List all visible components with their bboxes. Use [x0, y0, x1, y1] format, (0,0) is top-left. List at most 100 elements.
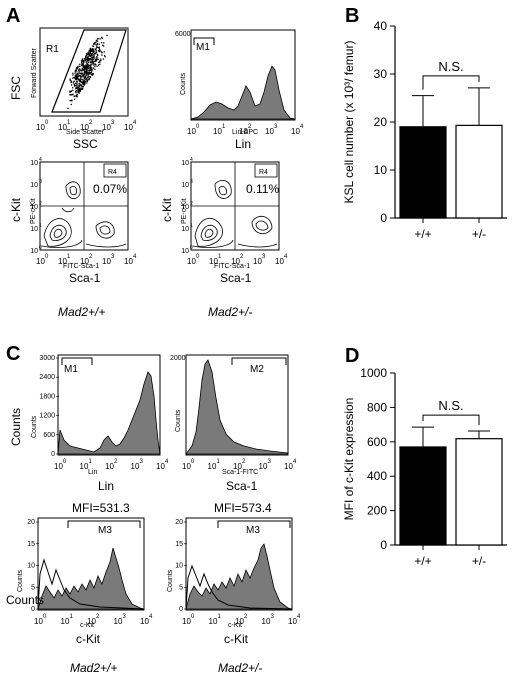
scatter-dot: [80, 81, 82, 83]
scatter-dot: [84, 69, 86, 71]
scatter-dot: [91, 71, 93, 73]
lin-c-yticks: 0 600 1200 1800 2400 3000: [39, 355, 59, 458]
log-ytick-label: 10: [30, 248, 38, 255]
ytick-label: 800: [367, 400, 387, 414]
scatter-dot: [88, 72, 90, 74]
scatter-dot: [67, 107, 69, 110]
log-tick-label: 10: [231, 257, 240, 266]
scatter-dot: [86, 68, 88, 70]
log-ytick-exponent: 2: [190, 201, 193, 207]
log-tick-label: 10: [124, 257, 133, 266]
gate-r4-het: [254, 163, 278, 178]
log-tick-label: 10: [105, 462, 114, 471]
scatter-dot: [75, 76, 77, 78]
scatter-dot: [98, 43, 100, 45]
scatter-dot: [82, 64, 84, 66]
sca-c-xlabel-small: Sca-1-FITC: [222, 469, 258, 476]
genotype-wt-c: Mad2+/+: [70, 661, 117, 675]
log-tick-exponent: 2: [114, 459, 118, 465]
log-tick-label: 10: [284, 462, 293, 471]
log-tick-label: 10: [235, 617, 244, 626]
scatter-dot: [87, 74, 89, 76]
scatter-dot: [85, 56, 87, 58]
log-tick-exponent: 0: [191, 459, 195, 465]
scatter-dot: [87, 65, 90, 67]
scatter-dot: [88, 73, 90, 75]
contour-het-xlabel: Sca-1: [220, 271, 252, 285]
scatter-dot: [93, 48, 95, 50]
scatter-dot: [81, 86, 83, 88]
significance-bracket: [422, 414, 480, 425]
scatter-dot: [81, 72, 84, 74]
scatter-dot: [79, 72, 81, 74]
scatter-dot: [69, 79, 71, 81]
scatter-dot: [89, 76, 92, 79]
scatter-dot: [76, 93, 78, 96]
scatter-dot: [73, 83, 75, 85]
scatter-dot: [76, 96, 78, 98]
scatter-dot: [86, 63, 88, 66]
scatter-dot: [72, 89, 74, 91]
scatter-dot: [86, 62, 88, 64]
scatter-dot: [91, 74, 93, 76]
log-tick-label: 10: [288, 617, 297, 626]
category-label: +/-: [472, 554, 486, 568]
lin-hist-xlabel: Lin: [235, 137, 251, 151]
scatter-dot: [93, 64, 95, 66]
ytick-label: 0: [380, 211, 387, 225]
scatter-dot: [86, 57, 88, 60]
scatter-dot: [103, 45, 105, 47]
log-tick-label: 10: [80, 257, 89, 266]
scatter-dot: [78, 90, 80, 92]
bar-chart-d: 0 200 400 600 800 1000 +/+ +/- N.S. MFI of c-Kit …: [342, 366, 507, 568]
scatter-dot: [86, 58, 89, 61]
scatter-dot: [77, 91, 80, 94]
scatter-dot: [85, 64, 87, 66]
scatter-dot: [72, 72, 74, 74]
marker-m1-bracket: [193, 37, 215, 45]
log-tick-exponent: 1: [89, 459, 93, 465]
scatter-dot: [86, 79, 88, 81]
scatter-dot: [87, 56, 89, 58]
scatter-dot: [88, 55, 90, 57]
scatter-dot: [96, 43, 98, 46]
scatter-dot: [98, 47, 100, 49]
scatter-dot: [83, 73, 85, 75]
log-tick-exponent: 0: [191, 614, 195, 620]
mfi-het: MFI=573.4: [214, 501, 272, 515]
log-tick-label: 10: [80, 123, 89, 132]
scatter-dot: [77, 66, 79, 68]
lin-histogram-c: M1 0 600 1200 1800 2400 3000 Counts Counts Li…: [9, 354, 161, 493]
ytick-label: 600: [43, 432, 55, 439]
scatter-dot: [88, 50, 90, 53]
scatter-dot: [83, 72, 85, 74]
scatter-dot: [79, 89, 81, 91]
log-tick-exponent: 2: [244, 614, 248, 620]
panel-label-d: D: [345, 345, 359, 367]
scatter-dot: [96, 57, 98, 59]
log-tick-exponent: 1: [67, 254, 71, 260]
log-tick-label: 10: [54, 462, 63, 471]
scatter-dot: [99, 38, 101, 40]
scatter-dot: [82, 63, 84, 65]
gate-r4-wt: [103, 163, 127, 178]
scatter-dot: [91, 69, 94, 71]
log-tick-label: 10: [259, 462, 268, 471]
scatter-dot: [86, 82, 88, 84]
scatter-dot: [99, 60, 101, 62]
scatter-dot: [89, 67, 91, 69]
scatter-dot: [81, 87, 83, 90]
scatter-dot: [81, 68, 83, 70]
contour-het-xlabel-small: FITC-Sca-1: [214, 263, 250, 270]
log-ytick-label: 10: [30, 226, 38, 233]
scatter-dot: [74, 74, 76, 77]
bar-chart-b: 0 10 20 30 40 +/+ +/- N.S. KSL cell number (x 10…: [342, 19, 507, 241]
scatter-dot: [92, 62, 94, 65]
scatter-dot: [87, 54, 89, 56]
ytick-label: 1200: [39, 413, 55, 420]
lin-hist-ylabel-small: Counts: [180, 72, 187, 95]
ytick-label: 10: [27, 563, 35, 570]
scatter-dot: [88, 69, 91, 72]
scatter-dot: [77, 89, 79, 91]
scatter-dot: [84, 77, 86, 79]
